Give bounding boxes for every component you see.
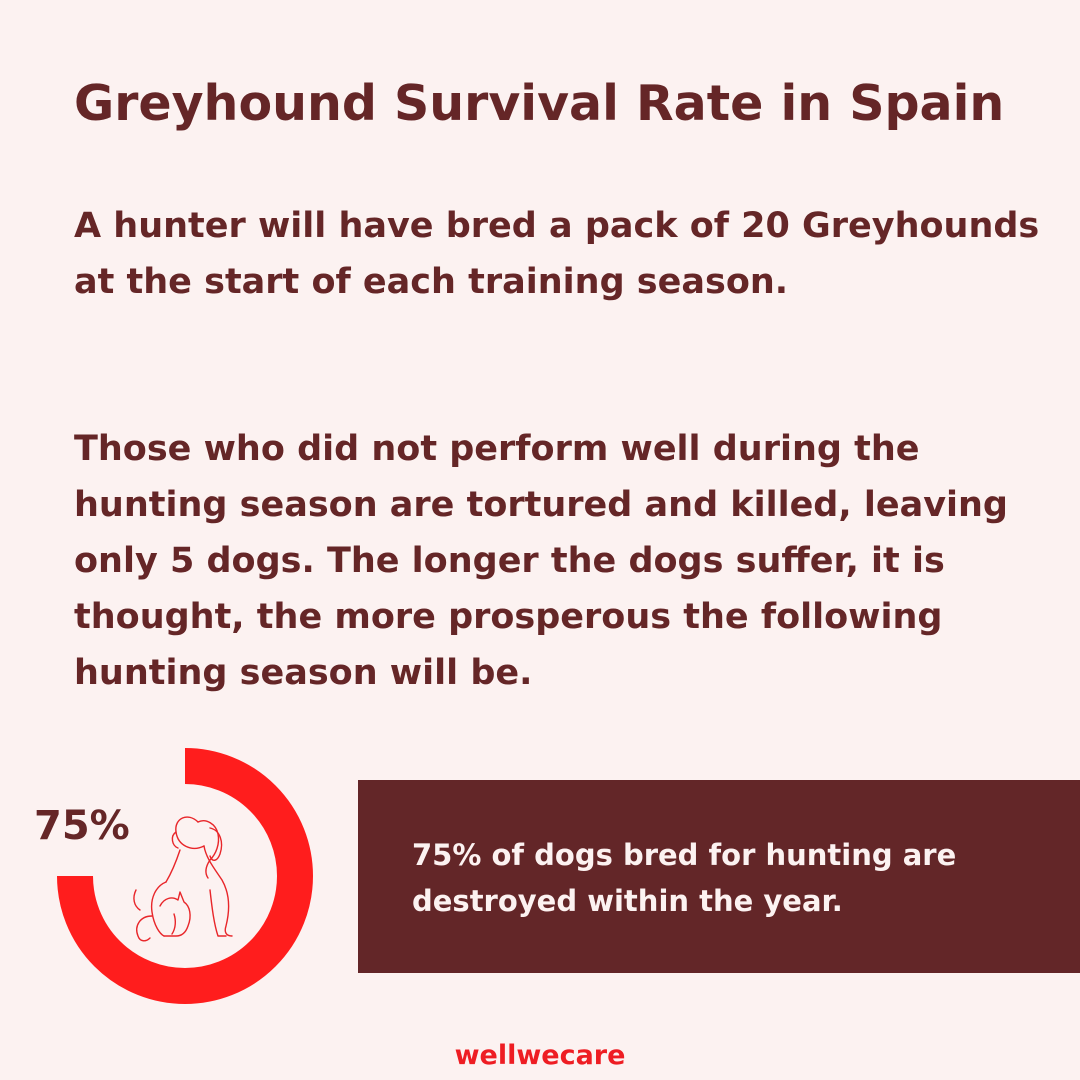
brand-logo-text: wellwecare <box>454 1040 626 1071</box>
detail-paragraph: Those who did not perform well during th… <box>74 429 1008 693</box>
stat-percentage-label: 75% <box>34 803 130 849</box>
page-title: Greyhound Survival Rate in Spain <box>74 75 1005 132</box>
survival-ring-chart <box>57 748 313 1004</box>
dog-and-cat-icon <box>133 816 233 942</box>
intro-paragraph: A hunter will have bred a pack of 20 Gre… <box>74 206 1040 302</box>
callout-text: 75% of dogs bred for hunting are destroy… <box>412 838 957 918</box>
callout-box: 75% of dogs bred for hunting are destroy… <box>358 780 1080 973</box>
ring-arc <box>57 748 313 1004</box>
